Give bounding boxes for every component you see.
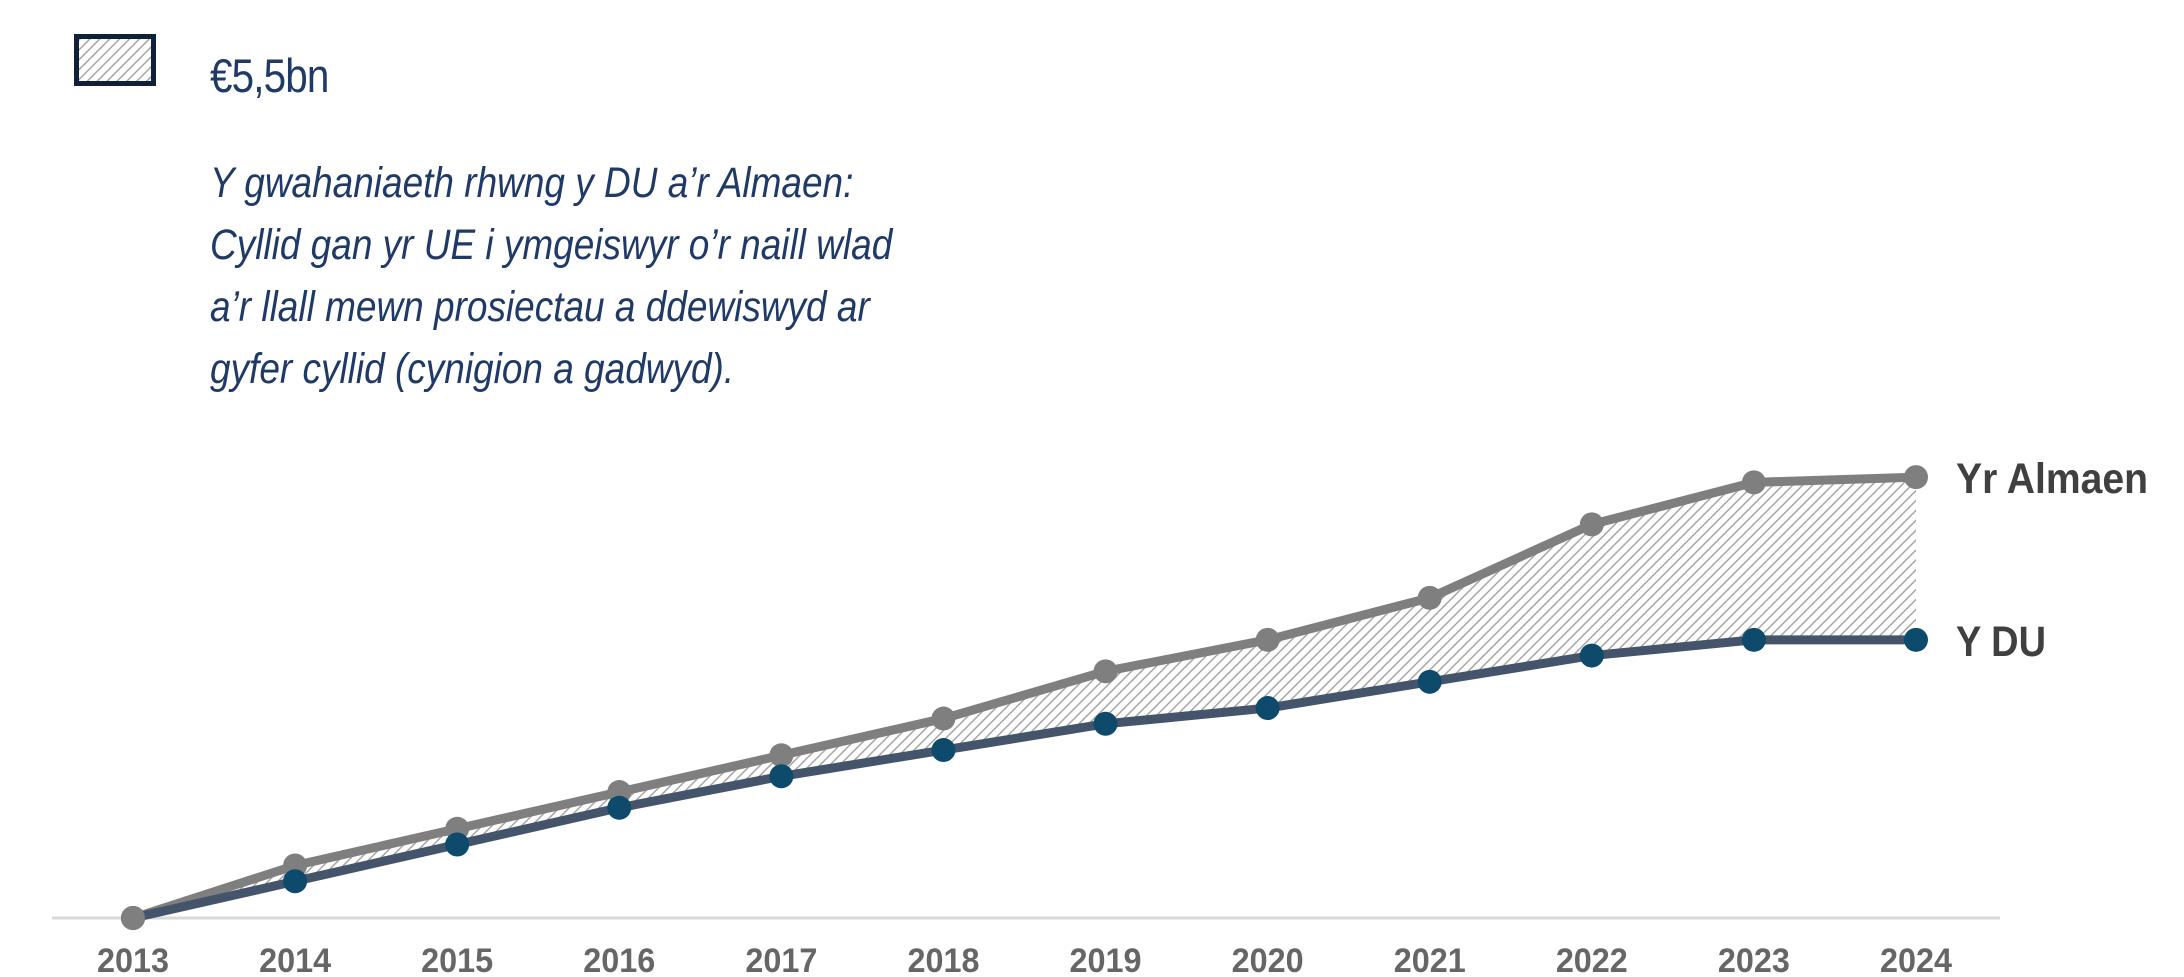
x-tick-label: 2023 (1718, 942, 1790, 977)
data-point-germany (1579, 512, 1604, 537)
data-point-uk (931, 738, 956, 763)
data-point-germany (769, 743, 794, 768)
x-tick-label: 2018 (907, 942, 979, 977)
data-point-uk (283, 869, 308, 894)
series-line-germany (131, 472, 1917, 923)
data-point-germany (1904, 465, 1928, 490)
x-tick-label: 2019 (1070, 942, 1142, 977)
data-point-germany (1741, 470, 1766, 495)
data-point-uk (1904, 627, 1928, 652)
data-point-origin (121, 906, 145, 930)
data-point-uk (445, 832, 470, 857)
x-tick-label: 2020 (1232, 942, 1304, 977)
legend-description-line: gyfer cyllid (cynigion a gadwyd). (210, 345, 735, 393)
data-point-uk (769, 764, 794, 789)
x-tick-label: 2024 (1880, 942, 1952, 977)
legend-description-line: Cyllid gan yr UE i ymgeiswyr o’r naill w… (210, 221, 893, 269)
data-point-uk (1255, 696, 1280, 721)
series-label-uk: Y DU (1956, 618, 2046, 666)
x-tick-label: 2017 (745, 942, 817, 977)
data-point-germany (1255, 627, 1280, 652)
legend-description: Y gwahaniaeth rhwng y DU a’r Almaen: Cyl… (210, 152, 984, 400)
x-tick-label: 2014 (259, 942, 331, 977)
series-label-germany: Yr Almaen (1956, 455, 2148, 503)
data-point-uk (1417, 669, 1442, 694)
x-tick-label: 2022 (1556, 942, 1628, 977)
data-point-uk (1579, 643, 1604, 668)
data-point-uk (1093, 711, 1118, 736)
legend-description-line: Y gwahaniaeth rhwng y DU a’r Almaen: (210, 159, 854, 207)
data-point-germany (1093, 659, 1118, 684)
legend-description-line: a’r llall mewn prosiectau a ddewiswyd ar (210, 283, 870, 331)
x-tick-label: 2016 (583, 942, 655, 977)
x-tick-label: 2013 (97, 942, 169, 977)
data-point-germany (931, 706, 956, 731)
data-point-uk (607, 795, 632, 820)
legend-swatch (74, 34, 156, 86)
x-tick-label: 2015 (421, 942, 493, 977)
x-tick-label: 2021 (1394, 942, 1466, 977)
series-line-uk (132, 635, 1916, 923)
data-point-uk (1741, 627, 1766, 652)
legend-value: €5,5bn (210, 49, 329, 102)
data-point-germany (1417, 585, 1442, 610)
